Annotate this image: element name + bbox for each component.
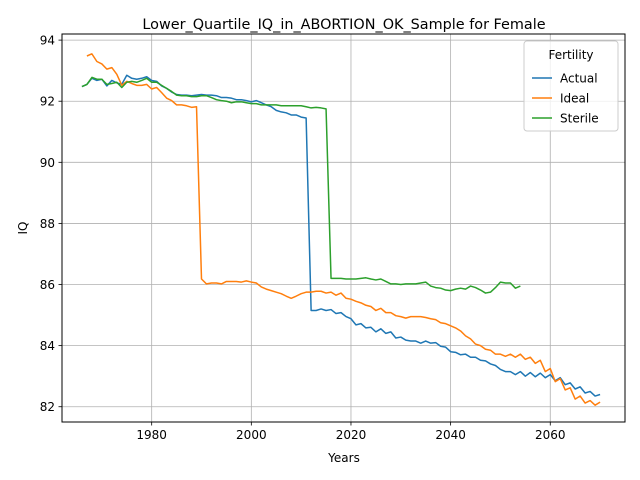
x-axis: 1980 2000 2020 2040 2060 <box>136 422 566 442</box>
y-tick-label: 82 <box>40 400 55 414</box>
y-tick-label: 94 <box>40 34 55 48</box>
x-tick-label: 1980 <box>136 428 167 442</box>
y-tick-label: 90 <box>40 156 55 170</box>
series-line-ideal <box>86 53 601 406</box>
legend-title: Fertility <box>548 48 593 62</box>
x-tick-label: 2060 <box>535 428 566 442</box>
legend-label-ideal: Ideal <box>560 92 589 106</box>
y-tick-label: 92 <box>40 95 55 109</box>
x-tick-label: 2040 <box>435 428 466 442</box>
y-axis: 82 84 86 88 90 92 94 <box>40 34 62 414</box>
x-tick-label: 2020 <box>336 428 367 442</box>
x-tick-label: 2000 <box>236 428 267 442</box>
series-line-actual <box>81 74 601 397</box>
legend-label-actual: Actual <box>560 72 598 86</box>
y-tick-label: 86 <box>40 278 55 292</box>
y-axis-label: IQ <box>16 222 30 235</box>
series-lines <box>81 53 601 406</box>
plot-area <box>61 33 626 423</box>
grid <box>62 34 625 422</box>
chart-title: Lower_Quartile_IQ_in_ABORTION_OK_Sample … <box>142 17 545 33</box>
legend: Fertility Actual Ideal Sterile <box>523 40 619 132</box>
y-tick-label: 88 <box>40 217 55 231</box>
legend-box <box>523 40 619 132</box>
y-tick-label: 84 <box>40 339 55 353</box>
series-line-sterile <box>81 76 521 294</box>
x-axis-label: Years <box>327 451 360 465</box>
legend-label-sterile: Sterile <box>560 112 599 126</box>
